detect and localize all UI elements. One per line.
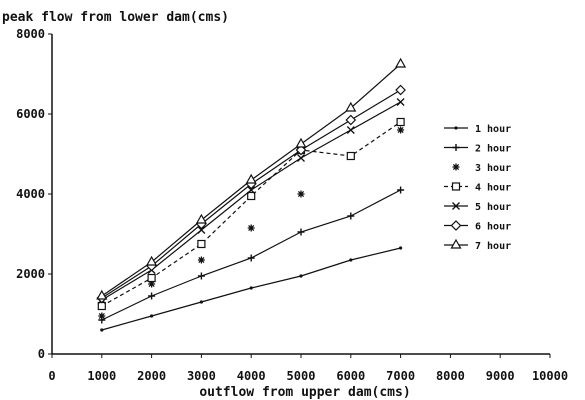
data-point [297, 190, 305, 198]
data-point [345, 114, 357, 126]
data-point [148, 292, 156, 300]
data-point [397, 186, 405, 194]
legend-marker [454, 126, 458, 130]
chart-title: peak flow from lower dam(cms) [2, 10, 229, 25]
series-5 [97, 98, 405, 304]
axes: 0 1000 2000 3000 4000 5000 6000 7000 8000 9000 100… [16, 27, 568, 383]
series-3 [98, 126, 405, 320]
data-point [395, 57, 407, 68]
data-point [397, 126, 405, 134]
legend-label: 2 hour [475, 144, 511, 155]
y-tick-label: 8000 [16, 27, 45, 41]
data-point [349, 258, 353, 262]
y-tick-label: 0 [38, 347, 45, 361]
data-point [199, 300, 203, 304]
data-point [150, 314, 154, 318]
legend-marker [450, 238, 462, 249]
legend-label: 6 hour [475, 222, 511, 233]
legend-item: 2 hour [444, 144, 511, 155]
data-point [396, 98, 405, 106]
y-tick-label: 6000 [16, 107, 45, 121]
data-point [346, 126, 355, 134]
data-point [247, 186, 256, 194]
data-point [96, 289, 108, 300]
legend-item: 7 hour [444, 238, 511, 252]
x-tick-label: 1000 [87, 369, 116, 383]
data-point [247, 191, 256, 201]
data-point [98, 312, 106, 320]
data-point [399, 246, 403, 250]
data-point [148, 280, 156, 288]
legend-label: 7 hour [475, 241, 511, 252]
series-line [101, 101, 401, 301]
data-point [147, 273, 156, 283]
x-tick-label: 4000 [237, 369, 266, 383]
data-point [347, 212, 355, 220]
legend-item: 1 hour [444, 124, 511, 135]
x-tick-label: 6000 [336, 369, 365, 383]
x-tick-label: 3000 [187, 369, 216, 383]
data-point [146, 255, 158, 266]
data-point [195, 213, 207, 224]
x-tick-label: 2000 [137, 369, 166, 383]
data-point [249, 286, 253, 290]
data-point [197, 272, 205, 280]
y-tick-label: 4000 [16, 187, 45, 201]
data-point [245, 173, 257, 184]
data-point [197, 239, 206, 249]
x-tick-label: 5000 [287, 369, 316, 383]
data-point [295, 137, 307, 148]
series-1 [100, 246, 403, 332]
data-point [97, 301, 106, 311]
legend-item: 6 hour [444, 220, 511, 233]
legend-item: 5 hour [444, 202, 511, 213]
data-point [295, 144, 307, 156]
y-tick-label: 2000 [16, 267, 45, 281]
series-4 [97, 117, 405, 311]
data-point [297, 154, 305, 162]
legend-item: 4 hour [444, 182, 511, 194]
x-axis-label: outflow from upper dam(cms) [199, 385, 410, 400]
data-point [247, 224, 255, 232]
legend-marker [452, 202, 460, 210]
legend-marker [450, 220, 462, 231]
x-tick-label: 0 [48, 369, 55, 383]
series-2 [98, 186, 405, 324]
legend-label: 4 hour [475, 183, 511, 194]
series-7 [96, 57, 407, 300]
data-point [396, 117, 405, 127]
data-point [100, 328, 104, 332]
x-tick-label: 7000 [386, 369, 415, 383]
legend-label: 5 hour [475, 202, 511, 213]
data-point [247, 254, 255, 262]
data-point [299, 274, 303, 278]
x-tick-label: 9000 [486, 369, 515, 383]
x-tick-label: 8000 [436, 369, 465, 383]
legend-marker [452, 144, 460, 151]
data-point [297, 228, 305, 236]
x-tick-label: 10000 [532, 369, 568, 383]
legend-label: 1 hour [475, 124, 511, 135]
legend-label: 3 hour [475, 163, 511, 174]
plot-area [96, 57, 407, 332]
data-point [395, 84, 406, 96]
legend-marker [451, 182, 461, 191]
data-point [346, 151, 355, 161]
legend-marker [452, 163, 460, 171]
legend: 1 hour 2 hour 3 hour 4 hour 5 hour 6 hour 7 ho… [444, 124, 511, 252]
data-point [197, 226, 206, 234]
legend-item: 3 hour [452, 163, 511, 174]
data-point [197, 256, 205, 264]
data-point [345, 101, 357, 112]
